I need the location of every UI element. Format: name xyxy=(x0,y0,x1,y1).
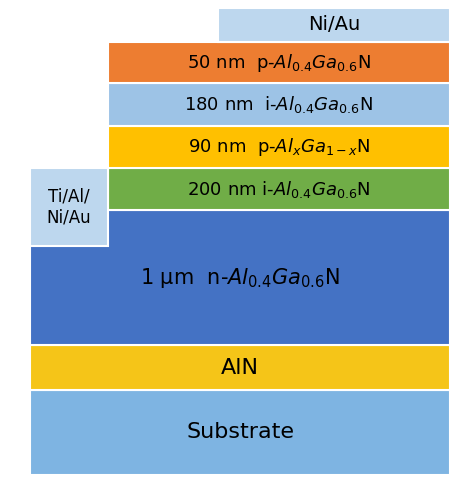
Text: 50 nm  p-$\mathit{Al}_{0.4}\mathit{Ga}_{0.6}$N: 50 nm p-$\mathit{Al}_{0.4}\mathit{Ga}_{0… xyxy=(187,52,371,73)
Bar xyxy=(108,126,450,168)
Text: 1 μm  n-$\mathit{Al}_{0.4}\mathit{Ga}_{0.6}$N: 1 μm n-$\mathit{Al}_{0.4}\mathit{Ga}_{0.… xyxy=(140,266,340,290)
Bar xyxy=(108,42,450,83)
Bar xyxy=(30,210,450,345)
Text: 200 nm i-$\mathit{Al}_{0.4}\mathit{Ga}_{0.6}$N: 200 nm i-$\mathit{Al}_{0.4}\mathit{Ga}_{… xyxy=(187,178,371,200)
Bar xyxy=(30,168,108,246)
Bar xyxy=(218,8,450,42)
Text: Substrate: Substrate xyxy=(186,423,294,442)
Bar xyxy=(108,83,450,126)
Text: 180 nm  i-$\mathit{Al}_{0.4}\mathit{Ga}_{0.6}$N: 180 nm i-$\mathit{Al}_{0.4}\mathit{Ga}_{… xyxy=(184,94,374,115)
Text: AlN: AlN xyxy=(221,358,259,377)
Bar xyxy=(108,168,450,210)
Bar xyxy=(30,390,450,475)
Bar xyxy=(30,345,450,390)
Text: 90 nm  p-$\mathit{Al}_x\mathit{Ga}_{1-x}$N: 90 nm p-$\mathit{Al}_x\mathit{Ga}_{1-x}$… xyxy=(188,136,370,158)
Text: Ti/Al/
Ni/Au: Ti/Al/ Ni/Au xyxy=(46,187,91,227)
Text: Ni/Au: Ni/Au xyxy=(308,15,360,35)
